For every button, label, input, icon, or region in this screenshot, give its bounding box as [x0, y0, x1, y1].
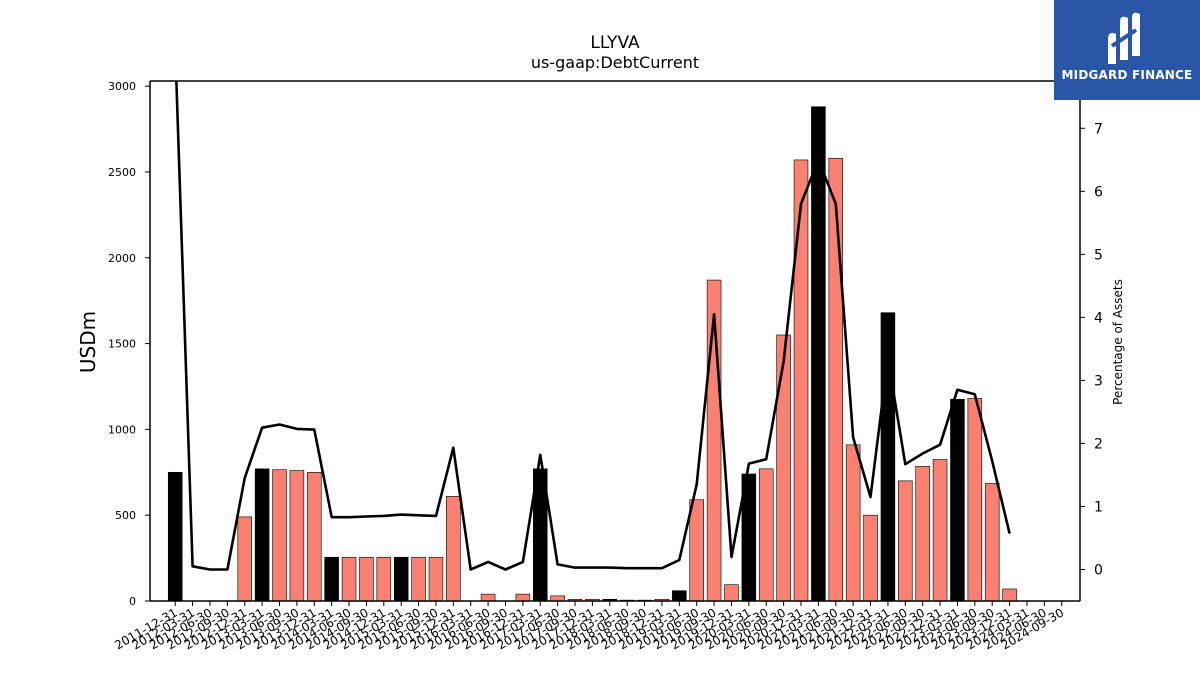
logo-text: MIDGARD FINANCE [1061, 68, 1193, 82]
bar [515, 593, 531, 602]
y-tick-label: 2500 [108, 166, 136, 179]
y-tick-label: 1000 [108, 423, 136, 436]
bar [672, 590, 687, 602]
y2-tick-label: 2 [1094, 436, 1103, 452]
y2-tick-label: 3 [1094, 373, 1103, 389]
chart-subtitle: us-gaap:DebtCurrent [531, 53, 699, 72]
bar [254, 468, 270, 602]
y-tick-label: 1500 [108, 338, 136, 351]
bar [167, 471, 183, 602]
y2-tick-label: 1 [1094, 499, 1103, 515]
bar-series [167, 106, 1017, 602]
y2-tick-label: 7 [1094, 121, 1103, 137]
bar [411, 556, 426, 602]
bar [272, 469, 287, 602]
bar [811, 106, 826, 602]
bar [950, 399, 965, 602]
bar [376, 556, 392, 602]
y2-tick-label: 6 [1094, 184, 1103, 200]
y2-axis-label: Percentage of Assets [1111, 279, 1125, 405]
bar [776, 334, 791, 602]
bar [428, 556, 444, 602]
bar [845, 444, 861, 602]
bar [550, 595, 565, 602]
x-axis-ticks: 2011-12-312012-03-312012-06-302012-09-30… [112, 601, 1066, 652]
y2-tick-label: 5 [1094, 247, 1103, 263]
y-tick-label: 2000 [108, 252, 136, 265]
y2-tick-label: 4 [1094, 310, 1103, 326]
y2-axis-ticks: 0 1 2 3 4 5 6 7 [1080, 121, 1103, 578]
bar [307, 471, 322, 602]
bar [480, 593, 496, 602]
y2-tick-label: 0 [1094, 562, 1103, 578]
bar [932, 459, 948, 602]
bar [828, 157, 844, 602]
bar [880, 312, 896, 602]
bar [863, 514, 878, 602]
bar [984, 483, 1000, 602]
line-series [175, 81, 1011, 571]
y-axis-label: USDm [76, 311, 100, 373]
bar [915, 465, 930, 602]
bar [967, 398, 983, 602]
y-tick-label: 3000 [108, 80, 136, 93]
y-axis-ticks: 0 500 1000 1500 2000 2500 3000 [108, 80, 150, 608]
bar [446, 496, 461, 602]
bar [359, 556, 374, 602]
bar [324, 556, 339, 602]
midgard-finance-logo: MIDGARD FINANCE [1054, 0, 1200, 100]
bar [758, 468, 774, 602]
bar [793, 159, 809, 602]
bar [724, 584, 739, 602]
y-tick-label: 500 [115, 509, 136, 522]
bar [898, 480, 913, 602]
bar [689, 499, 704, 602]
y-tick-label: 0 [129, 595, 136, 608]
bar [1002, 588, 1017, 602]
axes [149, 80, 1081, 602]
bar [341, 556, 357, 602]
chart-title: LLYVA [590, 33, 640, 53]
midgard-logo-icon [1108, 12, 1140, 64]
percentage-line [175, 81, 1011, 571]
bar [393, 556, 409, 602]
bar [289, 470, 305, 602]
bar [237, 516, 252, 602]
